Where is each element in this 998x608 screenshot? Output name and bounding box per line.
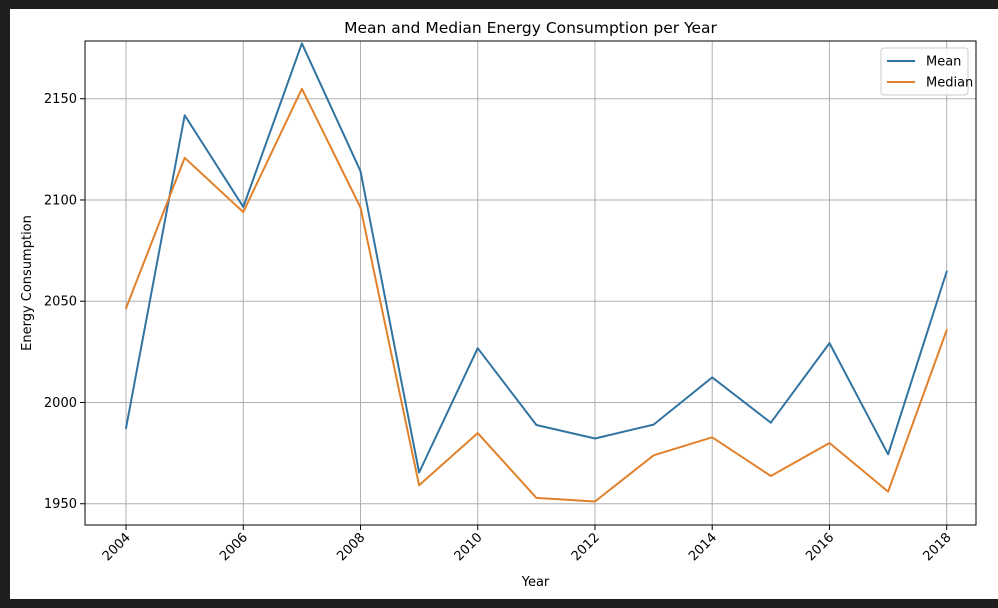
series-line-mean — [125, 42, 948, 474]
line-chart: 2004 2006 2008 2010 2012 2014 2016 2018 1950 200… — [20, 19, 977, 590]
y-axis-ticks: 1950 2000 2050 2100 2150 — [44, 92, 85, 512]
x-tick-label: 2016 — [803, 530, 837, 564]
legend-box — [880, 47, 969, 96]
y-tick-label: 2050 — [44, 295, 77, 310]
x-tick-label: 2004 — [100, 530, 134, 564]
y-tick-label: 2150 — [44, 92, 77, 107]
chart-title: Mean and Median Energy Consumption per Y… — [344, 19, 717, 37]
chart-figure: 2004 2006 2008 2010 2012 2014 2016 2018 1950 200… — [10, 9, 998, 599]
y-tick-label: 2100 — [44, 193, 77, 208]
x-tick-label: 2012 — [569, 530, 603, 564]
grid — [85, 41, 976, 525]
plot-frame — [84, 40, 977, 526]
y-axis-label: Energy Consumption — [20, 215, 35, 351]
x-tick-label: 2014 — [686, 530, 720, 564]
x-tick-label: 2018 — [921, 530, 955, 564]
x-tick-label: 2010 — [452, 530, 486, 564]
x-axis-ticks: 2004 2006 2008 2010 2012 2014 2016 2018 — [100, 525, 955, 564]
x-axis-label: Year — [521, 575, 550, 590]
y-tick-label: 1950 — [44, 497, 77, 512]
legend-label-median: Median — [926, 76, 973, 91]
series-line-median — [125, 87, 948, 503]
series-lines — [125, 42, 948, 503]
x-tick-label: 2006 — [217, 530, 251, 564]
legend-label-mean: Mean — [926, 55, 961, 70]
legend: Mean Median — [880, 47, 973, 96]
y-tick-label: 2000 — [44, 396, 77, 411]
x-tick-label: 2008 — [334, 530, 368, 564]
